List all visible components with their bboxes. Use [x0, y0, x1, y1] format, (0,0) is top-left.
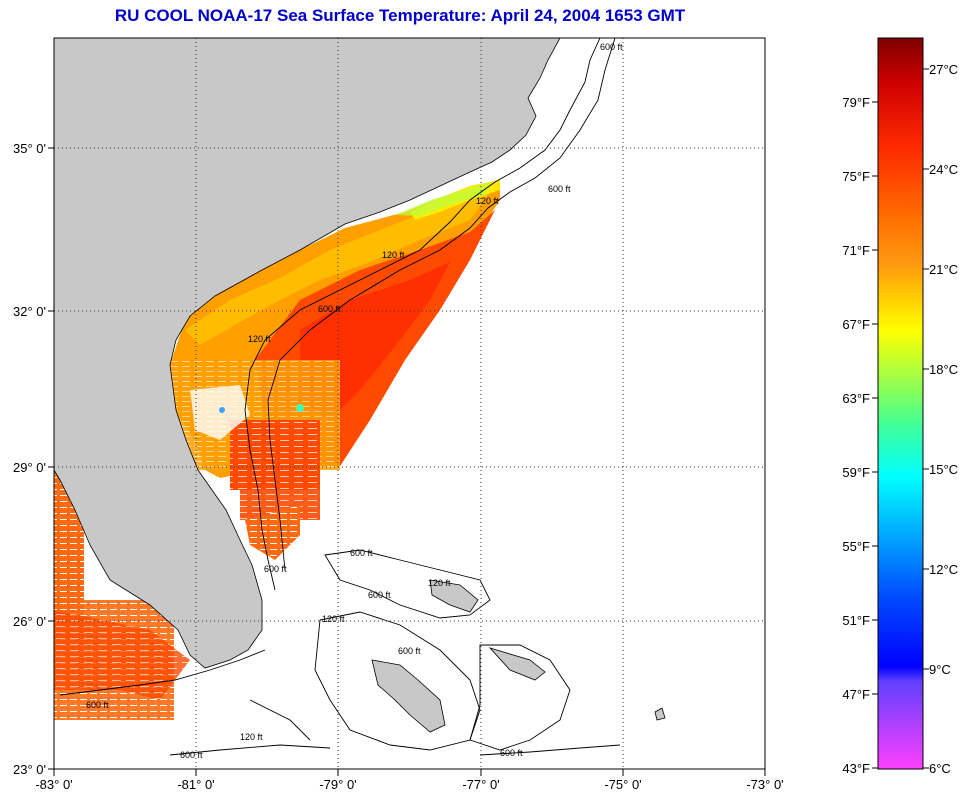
fahrenheit-label: 63°F	[842, 391, 870, 406]
contour-label: 120 ft	[322, 614, 345, 624]
celsius-label: 27°C	[929, 62, 958, 77]
lat-label: 32° 0'	[13, 304, 46, 319]
contour-label: 600 ft	[264, 564, 287, 574]
lon-label: -77° 0'	[462, 777, 499, 792]
latitude-labels: 35° 0' 32° 0' 29° 0' 26° 0' 23° 0'	[13, 141, 46, 777]
fahrenheit-label: 75°F	[842, 169, 870, 184]
lon-label: -75° 0'	[604, 777, 641, 792]
colorbar-gradient	[877, 37, 924, 770]
colorbar-f-ticks	[872, 101, 878, 769]
fahrenheit-label: 59°F	[842, 465, 870, 480]
axis-ticks	[48, 147, 766, 776]
celsius-label: 18°C	[929, 362, 958, 377]
lat-label: 26° 0'	[13, 614, 46, 629]
contour-label: 120 ft	[428, 578, 451, 588]
map-border	[53, 37, 766, 770]
bathymetry-contours	[59, 38, 621, 756]
land-us-southeast	[54, 38, 561, 669]
colorbar-c-ticks	[923, 68, 929, 769]
fahrenheit-label: 55°F	[842, 539, 870, 554]
celsius-label: 9°C	[929, 662, 951, 677]
contour-label: 600 ft	[318, 304, 341, 314]
sst-data-swath	[170, 180, 500, 580]
contour-label: 600 ft	[600, 42, 623, 52]
colorbar-fahrenheit-labels: 79°F 75°F 71°F 67°F 63°F 59°F 55°F 51°F …	[842, 95, 870, 776]
contour-label: 120 ft	[382, 250, 405, 260]
contour-label: 120 ft	[240, 732, 263, 742]
colorbar: 79°F 75°F 71°F 67°F 63°F 59°F 55°F 51°F …	[842, 37, 958, 776]
graticule-grid	[54, 38, 765, 769]
contour-label: 600 ft	[86, 700, 109, 710]
contour-label: 120 ft	[248, 334, 271, 344]
lon-label: -81° 0'	[177, 777, 214, 792]
fahrenheit-label: 67°F	[842, 317, 870, 332]
celsius-label: 12°C	[929, 562, 958, 577]
celsius-label: 6°C	[929, 761, 951, 776]
lon-label: -79° 0'	[319, 777, 356, 792]
contour-label: 600 ft	[500, 748, 523, 758]
fahrenheit-label: 43°F	[842, 761, 870, 776]
contour-label: 600 ft	[350, 548, 373, 558]
map-title: RU COOL NOAA-17 Sea Surface Temperature:…	[114, 6, 686, 25]
contour-label: 600 ft	[548, 184, 571, 194]
colorbar-celsius-labels: 27°C 24°C 21°C 18°C 15°C 12°C 9°C 6°C	[929, 62, 958, 776]
contour-label: 600 ft	[368, 590, 391, 600]
celsius-label: 21°C	[929, 262, 958, 277]
fahrenheit-label: 71°F	[842, 243, 870, 258]
lat-label: 23° 0'	[13, 762, 46, 777]
lon-label: -73° 0'	[746, 777, 783, 792]
celsius-label: 15°C	[929, 462, 958, 477]
fahrenheit-label: 47°F	[842, 687, 870, 702]
fahrenheit-label: 51°F	[842, 613, 870, 628]
lat-label: 29° 0'	[13, 460, 46, 475]
contour-label: 600 ft	[180, 750, 203, 760]
lat-label: 35° 0'	[13, 141, 46, 156]
celsius-label: 24°C	[929, 162, 958, 177]
contour-label: 600 ft	[398, 646, 421, 656]
fahrenheit-label: 79°F	[842, 95, 870, 110]
bahamas-islands	[371, 579, 666, 733]
contour-label: 120 ft	[476, 196, 499, 206]
gulf-scan-data	[54, 460, 190, 720]
longitude-labels: -83° 0' -81° 0' -79° 0' -77° 0' -75° 0' …	[35, 777, 783, 792]
lon-label: -83° 0'	[35, 777, 72, 792]
contour-labels: 600 ft 120 ft 600 ft 120 ft 600 ft 120 f…	[86, 42, 623, 760]
